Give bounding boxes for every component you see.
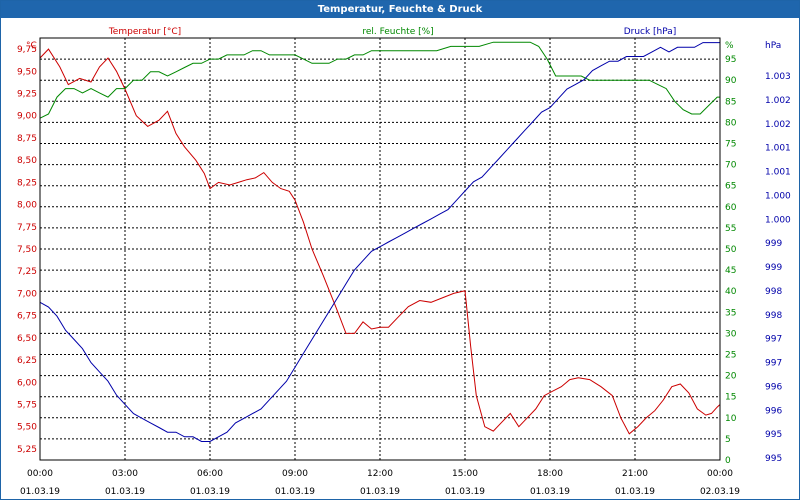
temperature-tick: 8,00 — [17, 201, 37, 211]
pressure-tick: 997 — [765, 359, 782, 369]
temperature-tick: 8,75 — [17, 134, 37, 144]
temperature-axis-unit: °C — [26, 41, 37, 51]
pressure-tick: 1.000 — [765, 215, 791, 225]
grid — [40, 38, 720, 460]
humidity-tick: 50 — [725, 245, 737, 255]
humidity-tick: 20 — [725, 372, 737, 382]
x-tick-time: 06:00 — [197, 469, 223, 479]
x-tick-date: 01.03.19 — [360, 487, 400, 497]
humidity-tick: 15 — [725, 393, 736, 403]
temperature-tick: 8,50 — [17, 156, 37, 166]
pressure-tick: 998 — [765, 287, 782, 297]
x-tick-time: 09:00 — [282, 469, 308, 479]
x-tick-date: 01.03.19 — [105, 487, 145, 497]
humidity-tick: 30 — [725, 329, 737, 339]
humidity-tick: 90 — [725, 76, 737, 86]
pressure-tick: 995 — [765, 430, 782, 440]
pressure-tick: 1.001 — [765, 144, 791, 154]
pressure-tick: 1.002 — [765, 96, 791, 106]
temperature-tick: 6,00 — [17, 378, 37, 388]
x-tick-time: 15:00 — [452, 469, 478, 479]
temperature-tick: 7,00 — [17, 289, 37, 299]
humidity-tick: 70 — [725, 161, 737, 171]
temperature-tick: 7,75 — [17, 223, 37, 233]
temperature-tick: 8,25 — [17, 178, 37, 188]
pressure-tick: 995 — [765, 454, 782, 464]
pressure-tick: 1.002 — [765, 120, 791, 130]
temperature-tick: 7,50 — [17, 245, 37, 255]
x-tick-date: 01.03.19 — [190, 487, 230, 497]
temperature-tick: 9,50 — [17, 67, 37, 77]
humidity-tick: 5 — [725, 435, 731, 445]
temperature-tick: 5,75 — [17, 400, 37, 410]
humidity-tick: 0 — [725, 456, 731, 466]
humidity-axis-label: rel. Feuchte [%] — [362, 27, 433, 37]
x-tick-date: 01.03.19 — [20, 487, 60, 497]
humidity-tick: 65 — [725, 182, 736, 192]
axes: °C Temperatur [°C] % rel. Feuchte [%] hP… — [17, 27, 791, 497]
humidity-tick: 45 — [725, 266, 736, 276]
temperature-tick: 9,25 — [17, 90, 37, 100]
temperature-tick: 9,00 — [17, 112, 37, 122]
series-lines — [39, 41, 721, 442]
humidity-tick: 75 — [725, 140, 736, 150]
x-tick-time: 03:00 — [112, 469, 138, 479]
humidity-tick: 85 — [725, 97, 736, 107]
humidity-tick: 40 — [725, 287, 737, 297]
pressure-axis-label: Druck [hPa] — [624, 27, 677, 37]
temperature-tick: 6,50 — [17, 334, 37, 344]
temperature-tick: 9,75 — [17, 45, 37, 55]
humidity-tick: 60 — [725, 203, 737, 213]
series-pressure — [39, 42, 720, 442]
pressure-tick: 996 — [765, 382, 782, 392]
temperature-tick: 5,50 — [17, 423, 37, 433]
pressure-axis-unit: hPa — [765, 41, 781, 51]
humidity-tick: 95 — [725, 55, 736, 65]
humidity-tick: 35 — [725, 308, 736, 318]
window-title: Temperatur, Feuchte & Druck — [1, 1, 799, 18]
temperature-tick: 7,25 — [17, 267, 37, 277]
pressure-tick: 1.003 — [765, 72, 791, 82]
humidity-tick: 80 — [725, 118, 737, 128]
x-tick-date: 01.03.19 — [615, 487, 655, 497]
pressure-tick: 1.000 — [765, 191, 791, 201]
temperature-axis-label: Temperatur [°C] — [108, 27, 181, 37]
pressure-tick: 996 — [765, 406, 782, 416]
pressure-tick: 999 — [765, 263, 782, 273]
x-tick-time: 12:00 — [367, 469, 393, 479]
x-tick-date: 02.03.19 — [700, 487, 740, 497]
pressure-tick: 1.001 — [765, 168, 791, 178]
x-tick-time: 00:00 — [707, 469, 733, 479]
pressure-tick: 999 — [765, 239, 782, 249]
x-tick-date: 01.03.19 — [275, 487, 315, 497]
humidity-axis-unit: % — [725, 41, 734, 51]
humidity-tick: 25 — [725, 351, 736, 361]
series-humidity — [39, 41, 720, 119]
series-temperature — [39, 48, 721, 435]
pressure-tick: 998 — [765, 311, 782, 321]
temperature-tick: 6,75 — [17, 312, 37, 322]
x-tick-time: 18:00 — [537, 469, 563, 479]
temperature-tick: 5,25 — [17, 445, 37, 455]
x-tick-time: 00:00 — [27, 469, 53, 479]
temperature-tick: 6,25 — [17, 356, 37, 366]
humidity-tick: 10 — [725, 414, 737, 424]
pressure-tick: 997 — [765, 335, 782, 345]
plot-frame — [39, 37, 721, 461]
x-tick-date: 01.03.19 — [445, 487, 485, 497]
x-tick-date: 01.03.19 — [530, 487, 570, 497]
x-tick-time: 21:00 — [622, 469, 648, 479]
humidity-tick: 55 — [725, 224, 736, 234]
